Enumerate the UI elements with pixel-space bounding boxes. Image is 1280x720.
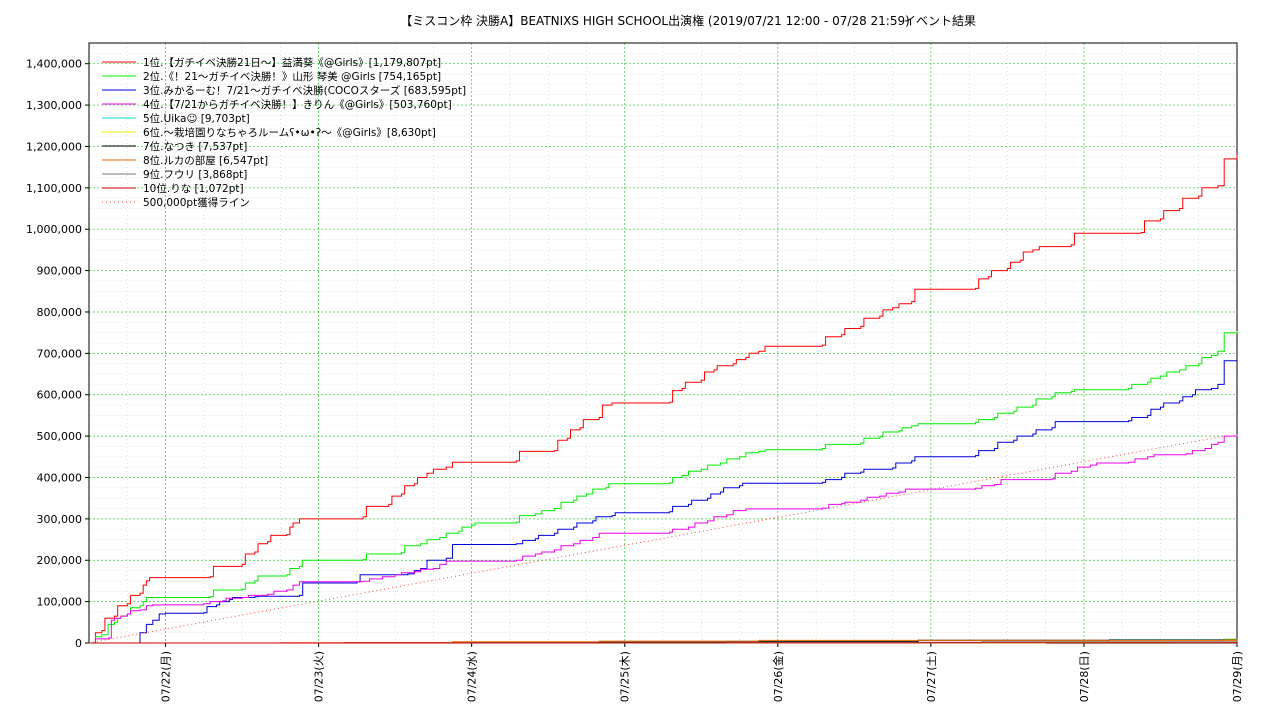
series-line-3 xyxy=(89,360,1238,644)
series-line-4 xyxy=(89,434,1238,644)
y-tick-label: 1,200,000 xyxy=(26,140,82,153)
chart-subtitle: イベント結果 xyxy=(904,14,976,28)
x-tick-label: 07/25(木) xyxy=(619,651,632,702)
y-tick-label: 800,000 xyxy=(37,306,83,319)
legend-label-4: 4位.【7/21からガチイベ決勝！】きりん《@Girls》[503,760pt] xyxy=(143,98,452,111)
x-tick-label: 07/26(金) xyxy=(771,651,785,702)
x-tick-label: 07/23(火) xyxy=(313,651,326,702)
y-tick-label: 400,000 xyxy=(37,471,83,484)
legend: 1位.【ガチイベ決勝21日〜】益満葵《@Girls》[1,179,807pt]2… xyxy=(102,56,466,209)
chart-title: 【ミスコン枠 決勝A】BEATNIXS HIGH SCHOOL出演権 (2019… xyxy=(400,13,910,28)
x-tick-label: 07/27(土) xyxy=(925,651,938,702)
x-tick-label: 07/22(月) xyxy=(160,651,173,702)
legend-label-11: 500,000pt獲得ライン xyxy=(143,196,250,209)
series-line-2 xyxy=(89,331,1238,644)
y-tick-label: 500,000 xyxy=(37,430,83,443)
y-tick-label: 600,000 xyxy=(37,389,83,402)
legend-label-10: 10位.りな [1,072pt] xyxy=(143,182,244,195)
x-tick-label: 07/29(月) xyxy=(1231,651,1244,702)
legend-label-1: 1位.【ガチイベ決勝21日〜】益満葵《@Girls》[1,179,807pt] xyxy=(143,56,441,69)
legend-label-3: 3位.みかるーむ！7/21〜ガチイベ決勝(COCOスターズ [683,595pt… xyxy=(143,84,466,97)
y-tick-label: 1,300,000 xyxy=(26,99,82,112)
series-line-11 xyxy=(88,435,1225,644)
series-line-1 xyxy=(89,154,1238,644)
x-tick-label: 07/28(日) xyxy=(1078,651,1091,702)
y-tick-label: 900,000 xyxy=(37,265,83,278)
x-tick-label: 07/24(水) xyxy=(466,651,479,702)
series-layer xyxy=(88,154,1238,644)
y-tick-label: 1,000,000 xyxy=(26,223,82,236)
y-tick-label: 300,000 xyxy=(37,513,83,526)
y-tick-label: 0 xyxy=(75,637,82,650)
y-tick-label: 100,000 xyxy=(37,596,83,609)
legend-label-9: 9位.フウリ [3,868pt] xyxy=(143,168,247,181)
axes-layer: 0 100,000 200,000 300,000 400,000 500,000 600,… xyxy=(26,42,1244,702)
y-tick-label: 700,000 xyxy=(37,347,83,360)
y-tick-label: 200,000 xyxy=(37,554,83,567)
y-tick-label: 1,400,000 xyxy=(26,58,82,71)
legend-label-5: 5位.Uika☺ [9,703pt] xyxy=(143,112,250,125)
legend-label-8: 8位.ルカの部屋 [6,547pt] xyxy=(143,154,268,167)
legend-label-6: 6位.〜栽培園りなちゃろルームʕ•ω•ʔ〜《@Girls》[8,630pt] xyxy=(143,126,436,139)
legend-label-7: 7位.なつき [7,537pt] xyxy=(143,140,247,153)
legend-label-2: 2位.《！21〜ガチイベ決勝！》山形 琴美 @Girls [754,165pt] xyxy=(143,70,441,83)
y-tick-label: 1,100,000 xyxy=(26,182,82,195)
